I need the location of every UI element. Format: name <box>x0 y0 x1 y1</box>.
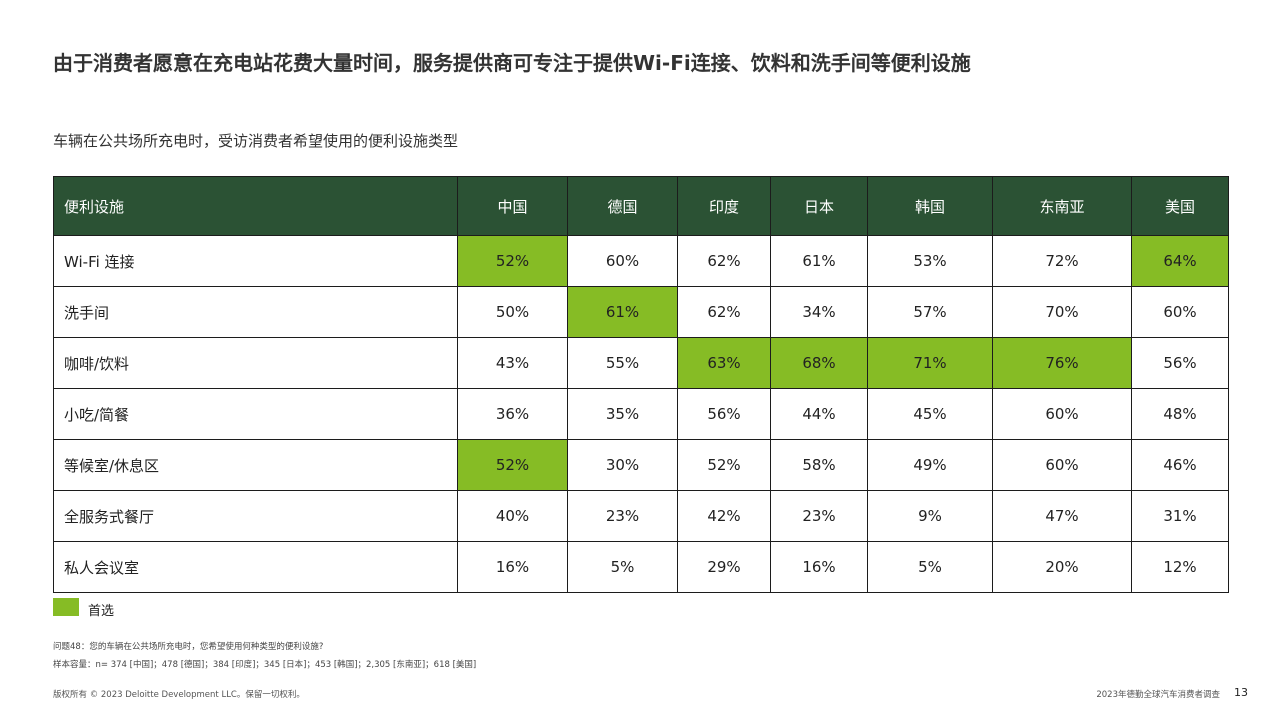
note: 问题48：您的车辆在公共场所充电时，您希望使用何种类型的便利设施? <box>53 642 324 652</box>
cell: 49% <box>867 439 993 491</box>
column-header: 德国 <box>567 176 678 236</box>
cell: 56% <box>1131 337 1229 389</box>
table-row: 咖啡/饮料 43% 55% 63% 68% 71% 76% 56% <box>53 337 1229 389</box>
table-row: 小吃/简餐 36% 35% 56% 44% 45% 60% 48% <box>53 388 1229 440</box>
cell: 42% <box>677 490 771 542</box>
cell: 16% <box>770 541 868 593</box>
cell: 61% <box>567 286 678 338</box>
cell: 55% <box>567 337 678 389</box>
column-header: 中国 <box>457 176 568 236</box>
cell: 50% <box>457 286 568 338</box>
cell: 23% <box>770 490 868 542</box>
cell: 9% <box>867 490 993 542</box>
legend-label: 首选 <box>88 604 115 619</box>
title: 由于消费者愿意在充电站花费大量时间，服务提供商可专注于提供Wi-Fi连接、饮料和… <box>53 51 971 75</box>
table-row: 洗手间 50% 61% 62% 34% 57% 70% 60% <box>53 286 1229 338</box>
row-label: 等候室/休息区 <box>53 439 458 491</box>
row-label: 私人会议室 <box>53 541 458 593</box>
cell: 60% <box>1131 286 1229 338</box>
cell: 56% <box>677 388 771 440</box>
source: 2023年德勤全球汽车消费者调查 <box>1096 690 1220 700</box>
cell: 72% <box>992 235 1132 287</box>
cell: 35% <box>567 388 678 440</box>
cell: 36% <box>457 388 568 440</box>
row-label: 小吃/简餐 <box>53 388 458 440</box>
cell: 48% <box>1131 388 1229 440</box>
subtitle: 车辆在公共场所充电时，受访消费者希望使用的便利设施类型 <box>53 132 459 150</box>
cell: 23% <box>567 490 678 542</box>
column-header: 日本 <box>770 176 868 236</box>
cell: 52% <box>677 439 771 491</box>
cell: 63% <box>677 337 771 389</box>
cell: 43% <box>457 337 568 389</box>
cell: 5% <box>567 541 678 593</box>
page-number: 13 <box>1234 686 1248 699</box>
cell: 52% <box>457 439 568 491</box>
row-label: 咖啡/饮料 <box>53 337 458 389</box>
table-row: Wi-Fi 连接 52% 60% 62% 61% 53% 72% 64% <box>53 235 1229 287</box>
row-label: 洗手间 <box>53 286 458 338</box>
column-header: 东南亚 <box>992 176 1132 236</box>
table-body: Wi-Fi 连接 52% 60% 62% 61% 53% 72% 64% 洗手间 50% 61% 62… <box>53 235 1229 593</box>
cell: 58% <box>770 439 868 491</box>
column-header: 便利设施 <box>53 176 458 236</box>
cell: 52% <box>457 235 568 287</box>
cell: 16% <box>457 541 568 593</box>
cell: 64% <box>1131 235 1229 287</box>
cell: 62% <box>677 235 771 287</box>
cell: 62% <box>677 286 771 338</box>
cell: 53% <box>867 235 993 287</box>
cell: 61% <box>770 235 868 287</box>
cell: 12% <box>1131 541 1229 593</box>
cell: 71% <box>867 337 993 389</box>
cell: 60% <box>992 439 1132 491</box>
copyright: 版权所有 © 2023 Deloitte Development LLC。保留一… <box>53 690 305 700</box>
cell: 29% <box>677 541 771 593</box>
table: 便利设施 中国 德国 印度 日本 韩国 东南亚 美国 Wi-Fi 连接 52% 60% 62% 61%… <box>53 176 1229 593</box>
cell: 40% <box>457 490 568 542</box>
cell: 30% <box>567 439 678 491</box>
cell: 5% <box>867 541 993 593</box>
cell: 20% <box>992 541 1132 593</box>
cell: 45% <box>867 388 993 440</box>
cell: 60% <box>567 235 678 287</box>
table-row: 私人会议室 16% 5% 29% 16% 5% 20% 12% <box>53 541 1229 593</box>
row-label: Wi-Fi 连接 <box>53 235 458 287</box>
table-row: 等候室/休息区 52% 30% 52% 58% 49% 60% 46% <box>53 439 1229 491</box>
cell: 31% <box>1131 490 1229 542</box>
legend-swatch <box>53 598 79 616</box>
cell: 76% <box>992 337 1132 389</box>
row-label: 全服务式餐厅 <box>53 490 458 542</box>
cell: 57% <box>867 286 993 338</box>
cell: 44% <box>770 388 868 440</box>
cell: 47% <box>992 490 1132 542</box>
cell: 34% <box>770 286 868 338</box>
cell: 60% <box>992 388 1132 440</box>
column-header: 美国 <box>1131 176 1229 236</box>
column-header: 印度 <box>677 176 771 236</box>
column-header: 韩国 <box>867 176 993 236</box>
cell: 70% <box>992 286 1132 338</box>
header-row: 便利设施 中国 德国 印度 日本 韩国 东南亚 美国 <box>53 176 1229 236</box>
cell: 46% <box>1131 439 1229 491</box>
cell: 68% <box>770 337 868 389</box>
table-row: 全服务式餐厅 40% 23% 42% 23% 9% 47% 31% <box>53 490 1229 542</box>
note: 样本容量：n= 374 [中国]；478 [德国]；384 [印度]；345 [… <box>53 660 477 670</box>
